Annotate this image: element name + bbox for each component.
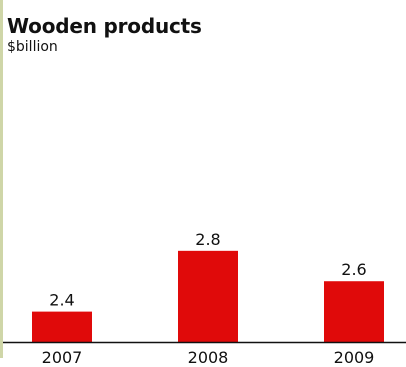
x-tick-label-2007: 2007 (42, 348, 83, 367)
left-accent-rule (0, 0, 3, 358)
x-tick-label-2009: 2009 (334, 348, 375, 367)
data-label-2009: 2.6 (341, 260, 366, 279)
data-label-2007: 2.4 (49, 291, 74, 310)
bar-2007 (32, 311, 92, 342)
bar-2008 (178, 250, 238, 342)
x-tick-label-2008: 2008 (188, 348, 229, 367)
chart-subtitle: $billion (7, 39, 58, 55)
chart-title: Wooden products (7, 14, 202, 38)
data-label-2008: 2.8 (195, 230, 220, 249)
bar-2009 (324, 281, 384, 342)
